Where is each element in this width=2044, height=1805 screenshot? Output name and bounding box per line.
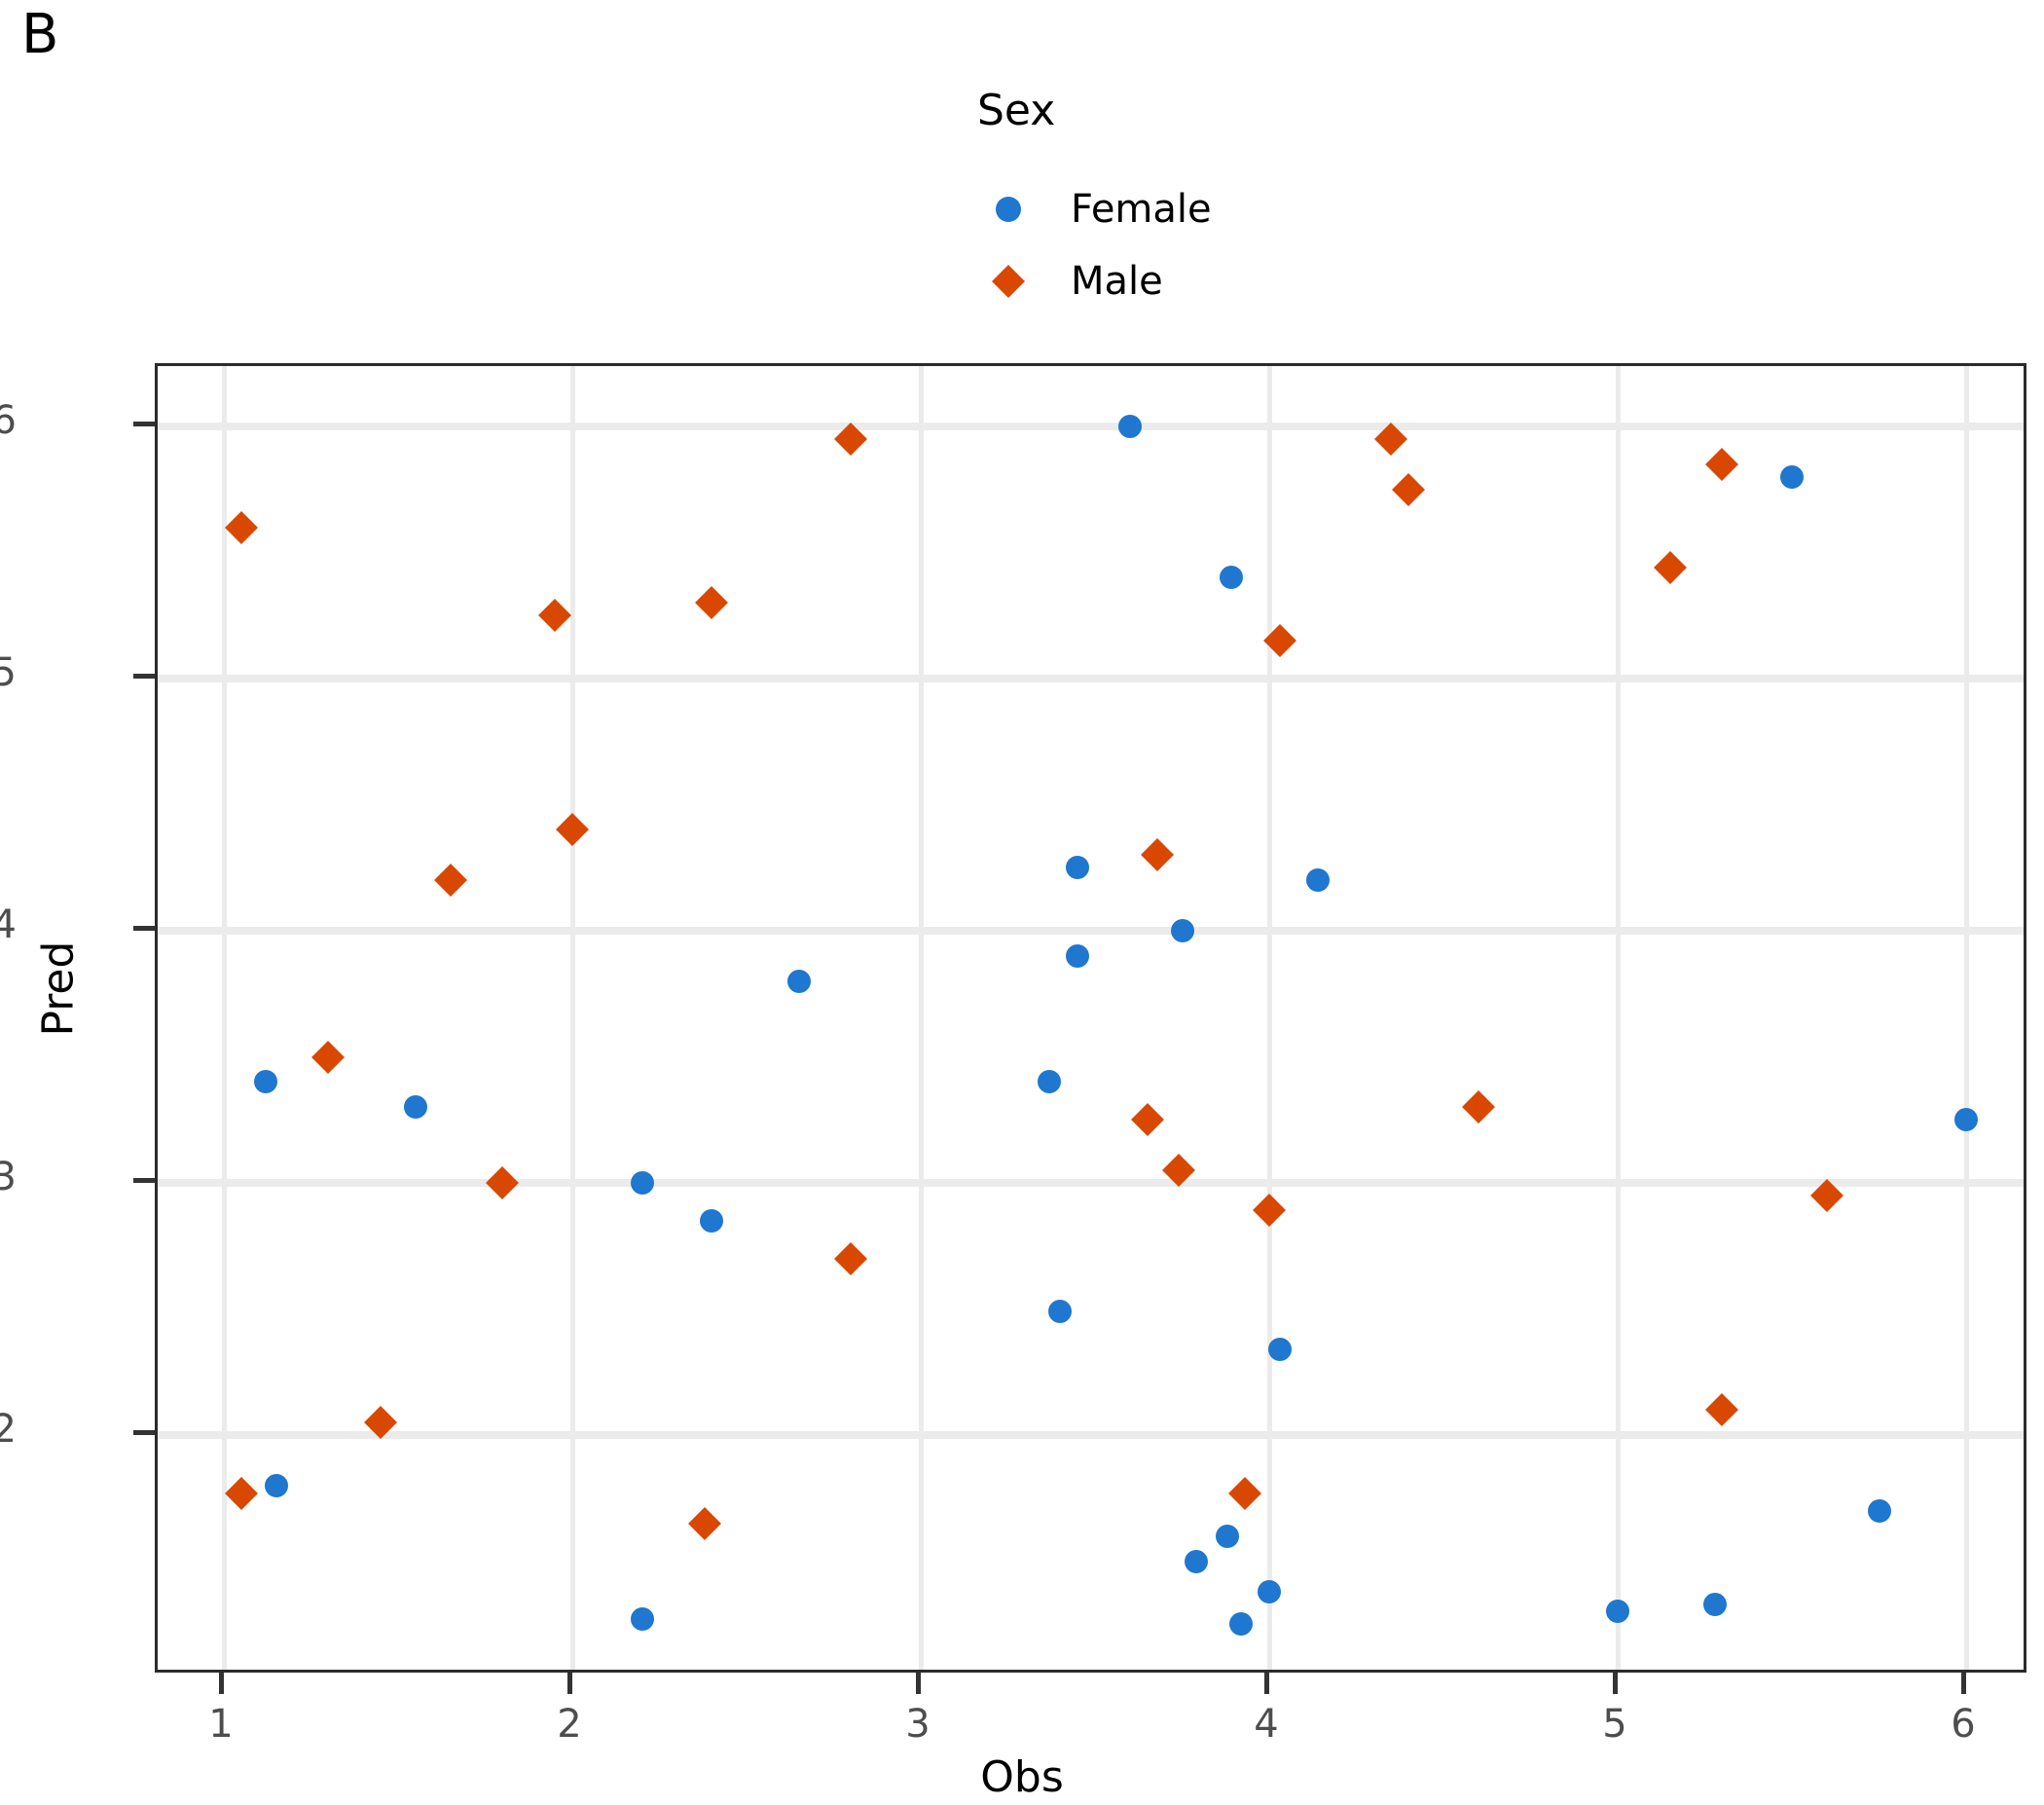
data-point-male bbox=[1130, 1103, 1164, 1137]
data-point-male bbox=[834, 1241, 868, 1275]
data-point-male bbox=[695, 586, 729, 620]
circle-icon bbox=[973, 197, 1043, 222]
data-point-male bbox=[486, 1166, 520, 1199]
gridline-vertical bbox=[1964, 366, 1969, 1670]
legend: Sex Female Male bbox=[973, 90, 1324, 317]
gridline-vertical bbox=[222, 366, 227, 1670]
x-axis-tick-label: 5 bbox=[1602, 1702, 1627, 1747]
y-axis-tick bbox=[133, 1430, 155, 1435]
data-point-male bbox=[224, 510, 258, 544]
data-point-male bbox=[688, 1506, 722, 1540]
legend-item-female[interactable]: Female bbox=[973, 173, 1324, 245]
data-point-female bbox=[1703, 1592, 1728, 1616]
data-point-male bbox=[1141, 838, 1175, 872]
data-point-female bbox=[264, 1473, 288, 1497]
data-point-female bbox=[1066, 943, 1090, 968]
data-point-female bbox=[1219, 566, 1243, 590]
gridline-horizontal bbox=[158, 675, 2024, 682]
legend-item-male[interactable]: Male bbox=[973, 245, 1324, 317]
y-axis-tick-label: 4 bbox=[0, 902, 17, 947]
data-point-female bbox=[1867, 1498, 1891, 1523]
panel-letter: B bbox=[21, 3, 59, 66]
gridline-vertical bbox=[1267, 366, 1272, 1670]
data-point-male bbox=[1461, 1090, 1495, 1124]
data-point-female bbox=[1117, 415, 1142, 438]
gridline-horizontal bbox=[158, 423, 2024, 430]
data-point-female bbox=[1048, 1300, 1073, 1324]
data-point-female bbox=[630, 1607, 654, 1632]
data-point-male bbox=[433, 864, 467, 898]
data-point-male bbox=[556, 813, 589, 847]
data-point-male bbox=[1392, 472, 1426, 506]
data-point-male bbox=[224, 1476, 258, 1510]
data-point-male bbox=[311, 1040, 346, 1074]
data-point-female bbox=[1306, 868, 1331, 893]
gridline-vertical bbox=[1616, 366, 1621, 1670]
legend-item-label: Male bbox=[1071, 259, 1163, 304]
x-axis-label: Obs bbox=[980, 1752, 1064, 1802]
x-axis-tick-label: 1 bbox=[208, 1702, 234, 1747]
data-point-male bbox=[538, 599, 572, 633]
data-point-male bbox=[1705, 1393, 1739, 1427]
y-axis-label: Pred bbox=[33, 940, 84, 1037]
data-point-female bbox=[630, 1171, 654, 1195]
data-point-female bbox=[1184, 1549, 1208, 1573]
data-point-female bbox=[1216, 1524, 1240, 1548]
x-axis-tick-label: 3 bbox=[905, 1702, 931, 1747]
data-point-male bbox=[1253, 1194, 1286, 1228]
y-axis-tick bbox=[133, 422, 155, 426]
plot-panel bbox=[155, 363, 2026, 1673]
y-axis-tick-label: 3 bbox=[0, 1155, 17, 1199]
data-point-male bbox=[1705, 447, 1739, 481]
legend-title: Sex bbox=[977, 86, 1056, 135]
x-axis-tick-label: 6 bbox=[1951, 1702, 1976, 1747]
data-point-female bbox=[1038, 1070, 1062, 1094]
y-axis-tick-label: 6 bbox=[0, 398, 17, 443]
x-axis-tick bbox=[916, 1673, 921, 1694]
legend-item-label: Female bbox=[1071, 187, 1212, 232]
x-axis-tick-label: 2 bbox=[557, 1702, 582, 1747]
x-axis-tick bbox=[219, 1673, 224, 1694]
data-point-female bbox=[1606, 1600, 1629, 1624]
x-axis-tick bbox=[1961, 1673, 1966, 1694]
y-axis-tick bbox=[133, 926, 155, 931]
data-point-female bbox=[1170, 919, 1194, 942]
x-axis-tick bbox=[1264, 1673, 1269, 1694]
data-point-male bbox=[1227, 1476, 1261, 1510]
data-point-male bbox=[1653, 551, 1687, 585]
y-axis-tick-label: 5 bbox=[0, 650, 17, 695]
y-axis-tick bbox=[133, 1178, 155, 1183]
x-axis-tick bbox=[567, 1673, 572, 1694]
data-point-female bbox=[1954, 1108, 1978, 1132]
data-point-female bbox=[403, 1095, 427, 1120]
gridline-horizontal bbox=[158, 1431, 2024, 1439]
y-axis-tick bbox=[133, 674, 155, 679]
gridline-vertical bbox=[570, 366, 575, 1670]
data-point-female bbox=[1229, 1612, 1254, 1637]
x-axis-tick-label: 4 bbox=[1254, 1702, 1279, 1747]
data-point-female bbox=[786, 969, 811, 993]
data-point-female bbox=[1267, 1337, 1292, 1361]
gridline-horizontal bbox=[158, 927, 2024, 935]
data-point-female bbox=[1780, 464, 1804, 489]
x-axis-tick bbox=[1613, 1673, 1618, 1694]
data-point-female bbox=[700, 1208, 724, 1233]
gridline-vertical bbox=[919, 366, 924, 1670]
data-point-female bbox=[253, 1070, 277, 1094]
data-point-female bbox=[1258, 1579, 1281, 1603]
y-axis-tick-label: 2 bbox=[0, 1407, 17, 1452]
data-point-female bbox=[1066, 856, 1090, 880]
gridline-horizontal bbox=[158, 1179, 2024, 1187]
